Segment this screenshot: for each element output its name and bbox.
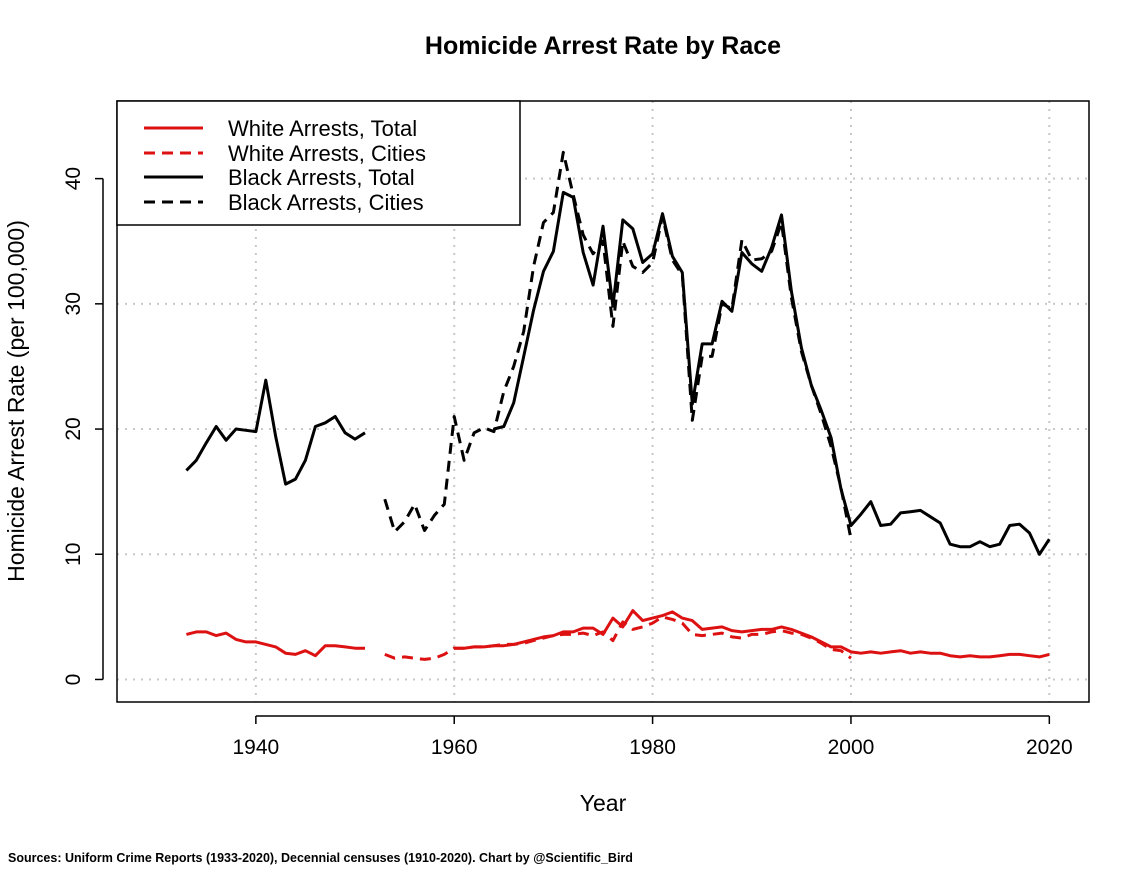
source-caption: Sources: Uniform Crime Reports (1933-202… — [8, 851, 633, 865]
x-tick-label-4: 2020 — [1026, 736, 1073, 759]
series-line-3-segment-0 — [383, 150, 853, 540]
y-tick-label-1: 10 — [62, 543, 85, 566]
series-line-0-segment-0 — [186, 630, 365, 658]
x-tick-label-3: 2000 — [828, 736, 875, 759]
x-axis-label: Year — [580, 790, 627, 816]
legend-entry-black-total: Black Arrests, Total — [228, 165, 415, 190]
series-line-2-segment-0 — [185, 378, 366, 486]
y-tick-label-3: 30 — [62, 292, 85, 315]
plot-frame — [116, 100, 1090, 703]
y-axis-label: Homicide Arrest Rate (per 100,000) — [3, 220, 29, 582]
legend-box — [116, 100, 521, 226]
y-axis: 0 10 20 30 40 — [62, 167, 104, 686]
series-line-1-segment-0 — [384, 615, 852, 661]
x-tick-label-1: 1960 — [431, 736, 478, 759]
x-tick-label-0: 1940 — [232, 736, 279, 759]
chart-title: Homicide Arrest Rate by Race — [425, 32, 781, 60]
y-tick-label-4: 40 — [62, 167, 85, 190]
legend-entry-white-total: White Arrests, Total — [228, 116, 417, 141]
x-tick-label-2: 1980 — [629, 736, 676, 759]
legend: White Arrests, Total White Arrests, Citi… — [116, 100, 521, 226]
y-tick-label-2: 20 — [62, 417, 85, 440]
x-axis: 1940 1960 1980 2000 2020 — [232, 715, 1073, 759]
y-tick-label-0: 0 — [62, 674, 85, 686]
series-line-0-segment-1 — [454, 609, 1050, 659]
legend-entry-white-cities: White Arrests, Cities — [228, 141, 426, 166]
series-layer — [185, 150, 1051, 661]
legend-entry-black-cities: Black Arrests, Cities — [228, 190, 424, 215]
